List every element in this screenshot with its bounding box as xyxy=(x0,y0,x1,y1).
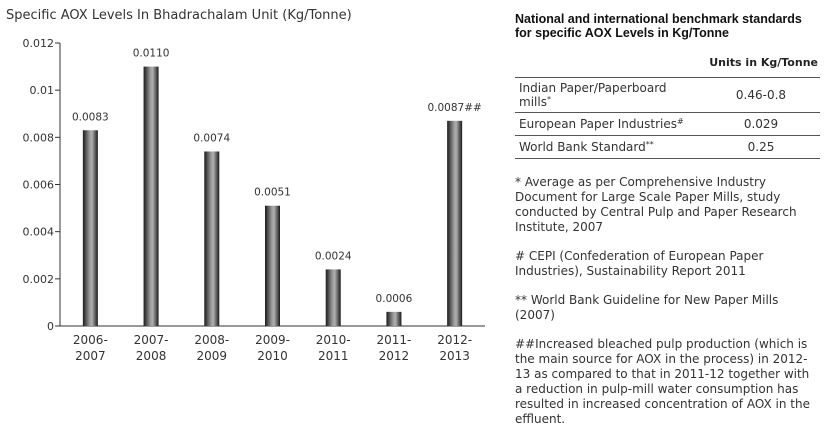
data-label: 0.0087## xyxy=(427,102,481,114)
row-value: 0.46-0.8 xyxy=(735,88,787,102)
x-tick-label: 2011- xyxy=(376,333,411,347)
y-tick-label: 0.01 xyxy=(30,84,55,97)
data-label: 0.0074 xyxy=(193,132,230,144)
row-label: European Paper Industries# xyxy=(515,113,702,136)
bar xyxy=(386,311,402,326)
bar xyxy=(447,120,463,326)
row-label-text: World Bank Standard xyxy=(519,140,646,154)
x-tick-label: 2012- xyxy=(437,333,472,347)
table-row: Indian Paper/Paperboard mills* 0.46-0.8 xyxy=(515,77,820,113)
footnote-2: # CEPI (Confederation of European Paper … xyxy=(515,249,764,278)
y-tick-label: 0.002 xyxy=(23,273,55,286)
x-tick-label: 2009 xyxy=(197,349,228,363)
data-label: 0.0051 xyxy=(254,187,291,199)
x-tick-label: 2008 xyxy=(136,349,167,363)
x-tick-label: 2006- xyxy=(73,333,108,347)
row-mark: # xyxy=(677,117,684,126)
row-label: Indian Paper/Paperboard mills* xyxy=(515,78,702,113)
chart-title: Specific AOX Levels In Bhadrachalam Unit… xyxy=(6,8,352,23)
table-row: World Bank Standard** 0.25 xyxy=(515,135,820,159)
bar-chart: 0 0.002 0.004 0.006 0.008 0.01 0.012 0.0083 200… xyxy=(23,37,485,363)
footnote-4: ##Increased bleached pulp production (wh… xyxy=(515,337,810,426)
y-tick-label: 0 xyxy=(47,320,54,333)
data-label: 0.0110 xyxy=(133,48,170,60)
y-tick-label: 0.006 xyxy=(23,179,55,192)
x-tick-label: 2013 xyxy=(439,349,470,363)
row-value: 0.25 xyxy=(747,140,775,154)
data-label: 0.0006 xyxy=(376,293,413,305)
x-tick-label: 2012 xyxy=(379,349,410,363)
footnote-3: ** World Bank Guideline for New Paper Mi… xyxy=(515,293,779,322)
benchmark-panel: National and international benchmark sta… xyxy=(515,12,820,427)
x-tick-label: 2010 xyxy=(257,349,288,363)
y-tick-label: 0.004 xyxy=(23,226,55,239)
x-tick-label: 2007 xyxy=(75,349,106,363)
units-label: Units in Kg/Tonne xyxy=(709,56,818,69)
data-label: 0.0024 xyxy=(315,250,352,262)
benchmark-table: Indian Paper/Paperboard mills* 0.46-0.8 … xyxy=(515,77,820,159)
benchmark-title: National and international benchmark sta… xyxy=(515,12,802,40)
x-tick-label: 2007- xyxy=(134,333,169,347)
x-tick-label: 2010- xyxy=(316,333,351,347)
bar xyxy=(204,151,220,326)
x-tick-label: 2011 xyxy=(318,349,349,363)
row-value: 0.029 xyxy=(743,117,779,131)
row-label-text: European Paper Industries xyxy=(519,117,677,131)
row-mark: ** xyxy=(645,140,654,149)
y-tick-label: 0.008 xyxy=(23,131,55,144)
bar xyxy=(143,66,159,326)
row-label: World Bank Standard** xyxy=(515,136,702,159)
row-mark: * xyxy=(546,95,551,104)
data-label: 0.0083 xyxy=(72,111,109,123)
row-label-text: Indian Paper/Paperboard mills xyxy=(519,81,667,109)
x-tick-label: 2008- xyxy=(194,333,229,347)
x-tick-label: 2009- xyxy=(255,333,290,347)
bar xyxy=(265,205,280,326)
table-row: European Paper Industries# 0.029 xyxy=(515,112,820,136)
bar xyxy=(325,269,341,326)
bar xyxy=(82,130,98,326)
y-tick-label: 0.012 xyxy=(23,37,55,50)
footnote-1: * Average as per Comprehensive Industry … xyxy=(515,175,797,234)
